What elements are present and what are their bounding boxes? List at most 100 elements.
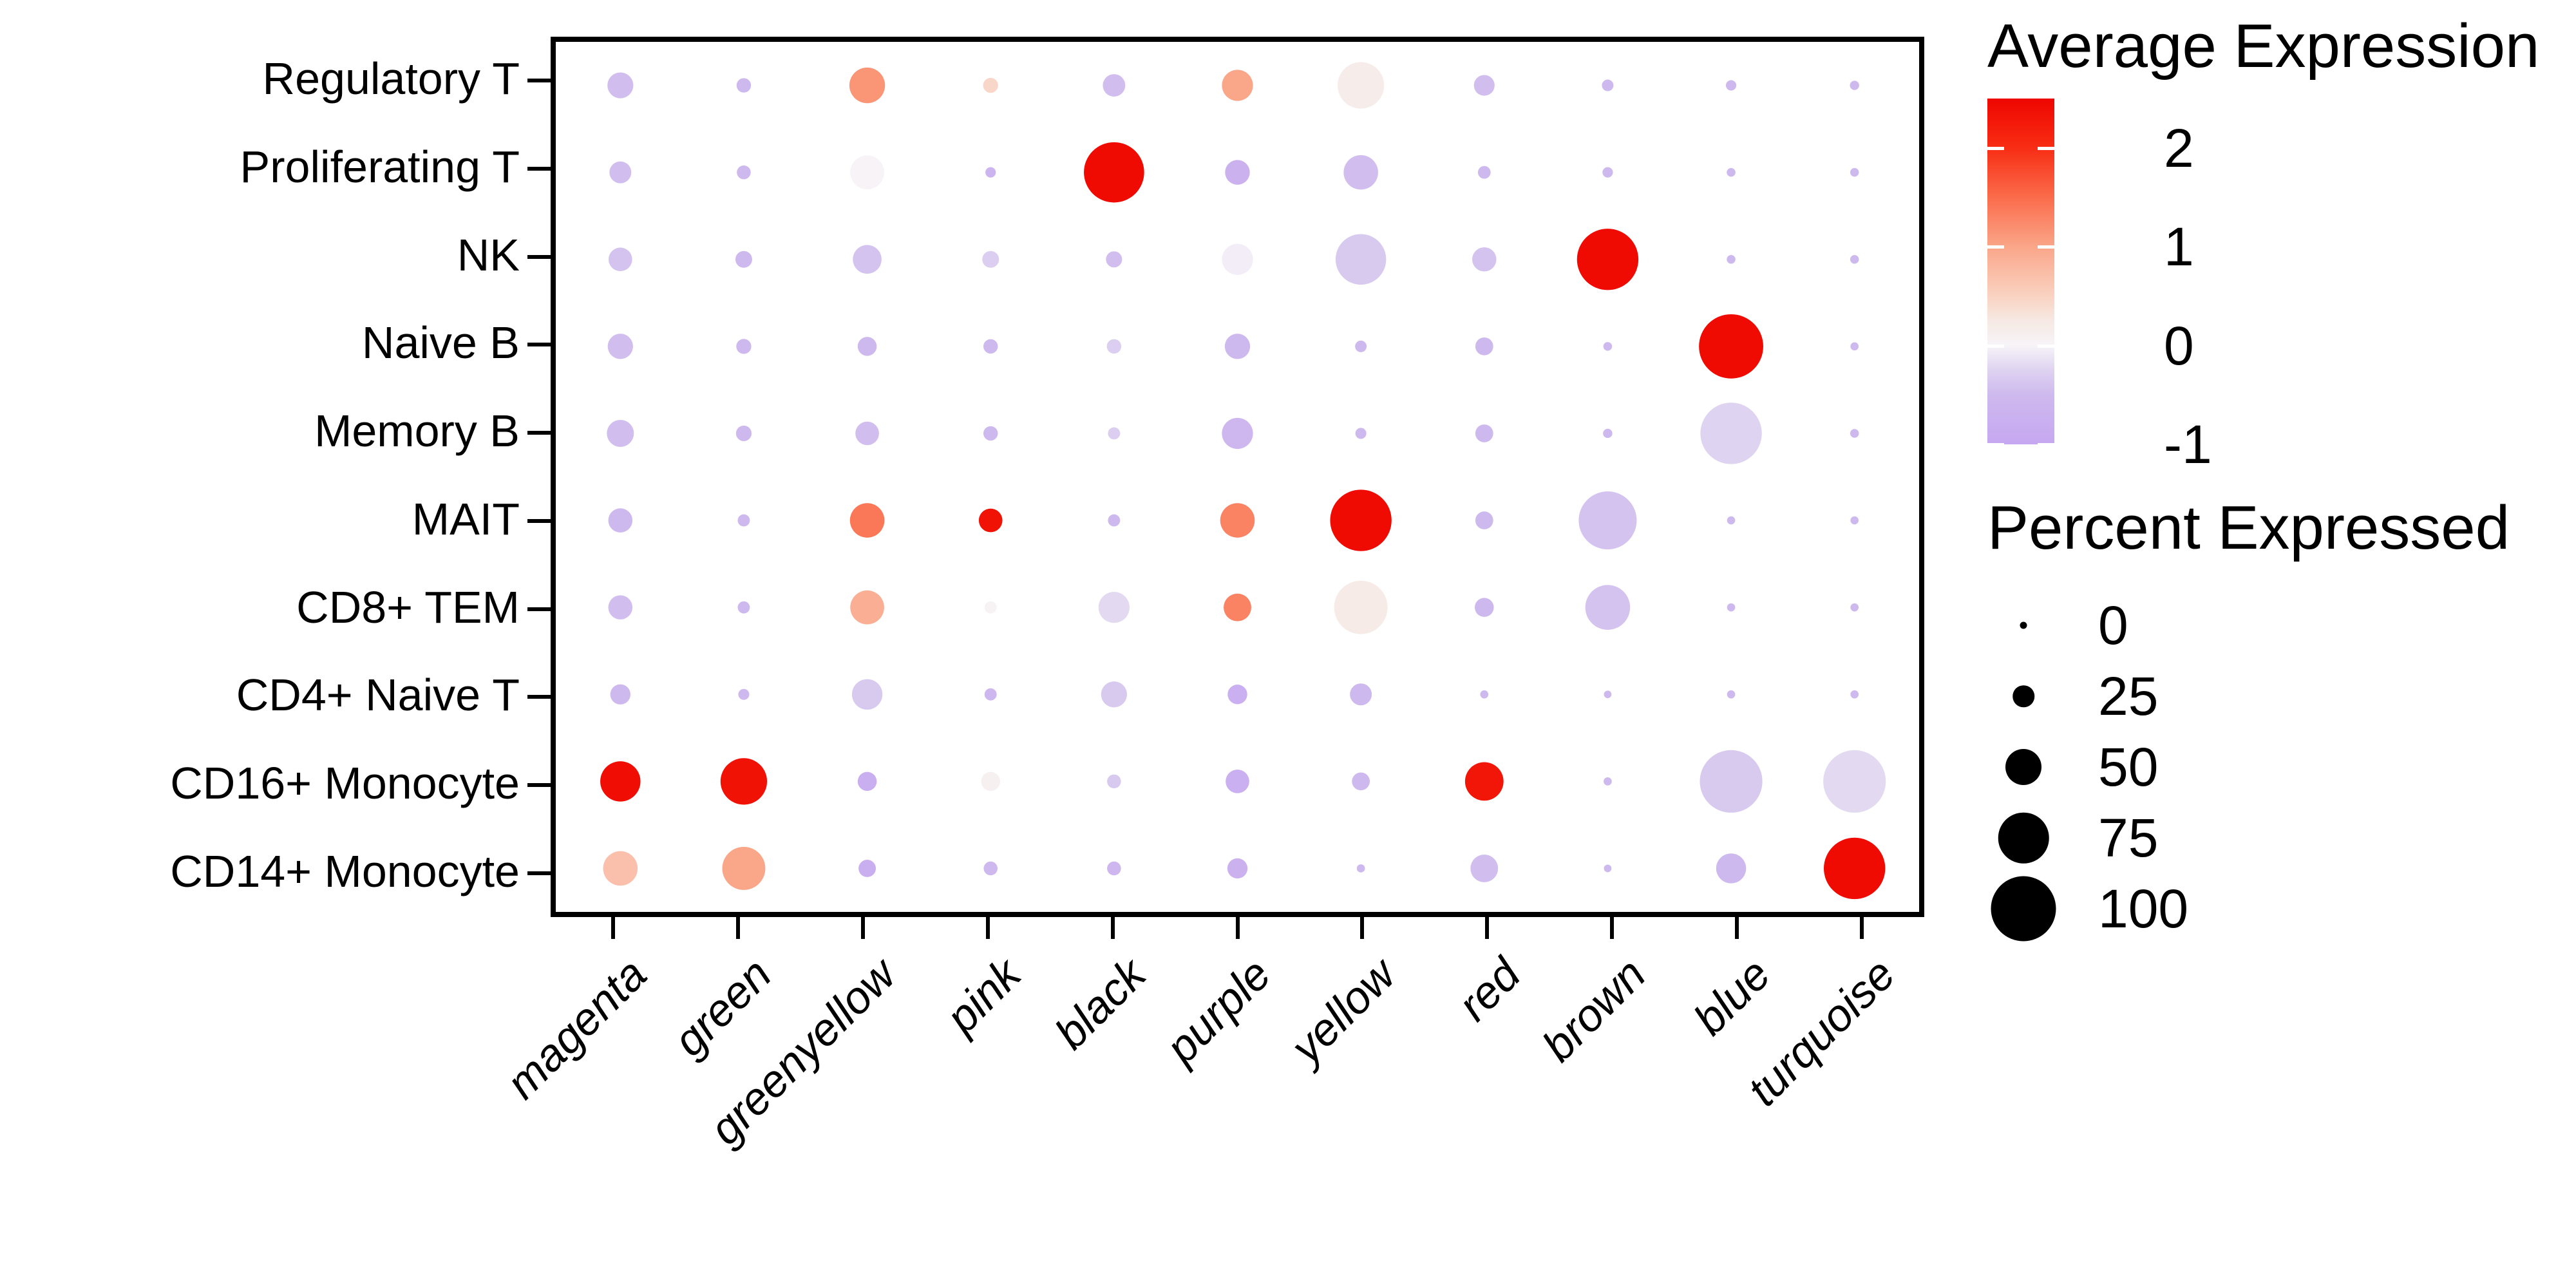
y-axis-label-NK: NK bbox=[457, 229, 520, 280]
dot-CD8+ TEM-red bbox=[1475, 598, 1494, 617]
colorbar-tick-label-1: 1 bbox=[2164, 216, 2194, 278]
dot-Naive B-yellow bbox=[1355, 340, 1367, 352]
dot-MAIT-purple bbox=[1220, 503, 1255, 538]
dot-NK-greenyellow bbox=[853, 245, 882, 274]
dot-Proliferating T-blue bbox=[1727, 167, 1736, 177]
y-axis-tick bbox=[527, 343, 551, 347]
dot-MAIT-turquoise bbox=[1850, 516, 1859, 525]
dot-NK-yellow bbox=[1335, 234, 1387, 285]
dot-MAIT-blue bbox=[1727, 516, 1736, 525]
dot-Naive B-turquoise bbox=[1850, 342, 1859, 351]
percent-legend-dot-50 bbox=[2005, 749, 2041, 785]
dot-Regulatory T-black bbox=[1103, 74, 1126, 97]
dot-Memory B-turquoise bbox=[1850, 429, 1859, 438]
dot-CD14+ Monocyte-blue bbox=[1716, 853, 1747, 884]
dot-MAIT-black bbox=[1108, 514, 1121, 527]
y-axis-tick bbox=[527, 167, 551, 171]
dot-MAIT-green bbox=[737, 514, 750, 527]
dot-Regulatory T-magenta bbox=[607, 72, 634, 99]
dot-Proliferating T-yellow bbox=[1343, 155, 1378, 190]
dot-Naive B-red bbox=[1475, 337, 1493, 355]
dot-CD8+ TEM-blue bbox=[1727, 603, 1736, 612]
avg-expression-legend-title: Average Expression bbox=[1987, 12, 2540, 80]
dot-CD4+ Naive T-black bbox=[1101, 681, 1127, 708]
dot-CD4+ Naive T-blue bbox=[1727, 690, 1736, 699]
dot-CD16+ Monocyte-brown bbox=[1604, 777, 1612, 786]
y-axis-label-CD8+ TEM: CD8+ TEM bbox=[296, 582, 520, 632]
dot-Proliferating T-green bbox=[737, 165, 751, 180]
percent-legend-dot-0 bbox=[2020, 621, 2027, 629]
dot-CD14+ Monocyte-black bbox=[1107, 861, 1121, 876]
dot-CD8+ TEM-pink bbox=[984, 601, 997, 614]
dot-NK-green bbox=[735, 251, 752, 268]
dot-Memory B-purple bbox=[1222, 417, 1253, 450]
dot-Memory B-greenyellow bbox=[855, 421, 879, 446]
dot-CD4+ Naive T-turquoise bbox=[1850, 690, 1859, 699]
dot-Regulatory T-yellow bbox=[1338, 62, 1385, 109]
dot-Naive B-black bbox=[1106, 339, 1122, 354]
dot-Proliferating T-greenyellow bbox=[850, 155, 884, 189]
dot-NK-brown bbox=[1577, 229, 1639, 290]
dot-Naive B-pink bbox=[983, 339, 998, 354]
x-axis-label-pink: pink bbox=[936, 949, 1031, 1043]
dot-Regulatory T-greenyellow bbox=[849, 67, 886, 104]
x-axis-label-magenta: magenta bbox=[496, 949, 656, 1108]
dot-CD16+ Monocyte-red bbox=[1464, 762, 1504, 801]
y-axis-tick bbox=[527, 79, 551, 83]
dot-CD8+ TEM-brown bbox=[1585, 585, 1631, 630]
y-axis-label-Regulatory T: Regulatory T bbox=[262, 53, 520, 104]
dot-Naive B-brown bbox=[1603, 342, 1613, 351]
percent-legend-dot-100 bbox=[1991, 876, 2056, 942]
x-axis-label-purple: purple bbox=[1156, 949, 1280, 1073]
x-axis-label-yellow: yellow bbox=[1281, 949, 1405, 1073]
dot-Proliferating T-pink bbox=[985, 167, 996, 178]
dot-CD16+ Monocyte-pink bbox=[981, 772, 1000, 791]
dot-Memory B-pink bbox=[983, 426, 998, 441]
dot-NK-purple bbox=[1222, 243, 1253, 275]
dot-Memory B-green bbox=[735, 425, 752, 442]
x-axis-tick bbox=[1610, 917, 1615, 939]
x-axis-label-green: green bbox=[663, 949, 781, 1066]
colorbar-tick-mark bbox=[2038, 146, 2054, 150]
dot-Proliferating T-black bbox=[1084, 142, 1144, 203]
y-axis-label-Memory B: Memory B bbox=[314, 406, 520, 457]
dot-CD8+ TEM-green bbox=[737, 601, 750, 614]
dot-Proliferating T-turquoise bbox=[1850, 167, 1859, 177]
dot-MAIT-greenyellow bbox=[849, 503, 885, 538]
y-axis-label-MAIT: MAIT bbox=[412, 494, 520, 545]
y-axis-label-Proliferating T: Proliferating T bbox=[240, 142, 520, 193]
dot-CD14+ Monocyte-red bbox=[1470, 855, 1499, 882]
y-axis-label-CD14+ Monocyte: CD14+ Monocyte bbox=[170, 846, 520, 896]
dot-CD4+ Naive T-purple bbox=[1227, 685, 1247, 705]
colorbar-tick-mark bbox=[1987, 344, 2004, 348]
dot-NK-magenta bbox=[608, 247, 632, 272]
x-axis-tick bbox=[985, 917, 990, 939]
x-axis-tick bbox=[1235, 917, 1240, 939]
colorbar-tick-mark bbox=[1987, 146, 2004, 150]
dot-Memory B-blue bbox=[1700, 402, 1762, 464]
dot-NK-red bbox=[1472, 247, 1497, 272]
x-axis-tick bbox=[1735, 917, 1739, 939]
x-axis-tick bbox=[1485, 917, 1490, 939]
dot-Naive B-magenta bbox=[607, 334, 633, 359]
x-axis-tick bbox=[1360, 917, 1365, 939]
percent-legend-dot-25 bbox=[2012, 685, 2034, 707]
dot-NK-pink bbox=[982, 251, 999, 268]
y-axis-tick bbox=[527, 607, 551, 611]
x-axis-label-blue: blue bbox=[1683, 949, 1780, 1045]
y-axis-label-CD4+ Naive T: CD4+ Naive T bbox=[236, 670, 520, 721]
dot-CD16+ Monocyte-blue bbox=[1700, 750, 1763, 813]
dot-Naive B-greenyellow bbox=[857, 337, 877, 356]
y-axis-tick bbox=[527, 518, 551, 523]
dot-Naive B-purple bbox=[1224, 334, 1251, 359]
dot-CD16+ Monocyte-turquoise bbox=[1823, 750, 1886, 813]
y-axis-tick bbox=[527, 254, 551, 259]
avg-expression-colorbar bbox=[1987, 99, 2054, 444]
dot-Proliferating T-purple bbox=[1225, 160, 1250, 185]
percent-legend-label-75: 75 bbox=[2098, 808, 2159, 868]
dot-Regulatory T-pink bbox=[983, 77, 998, 93]
x-axis-tick bbox=[1860, 917, 1864, 939]
y-axis-label-CD16+ Monocyte: CD16+ Monocyte bbox=[170, 758, 520, 809]
dots-layer bbox=[600, 62, 1886, 900]
x-axis-tick bbox=[611, 917, 615, 939]
